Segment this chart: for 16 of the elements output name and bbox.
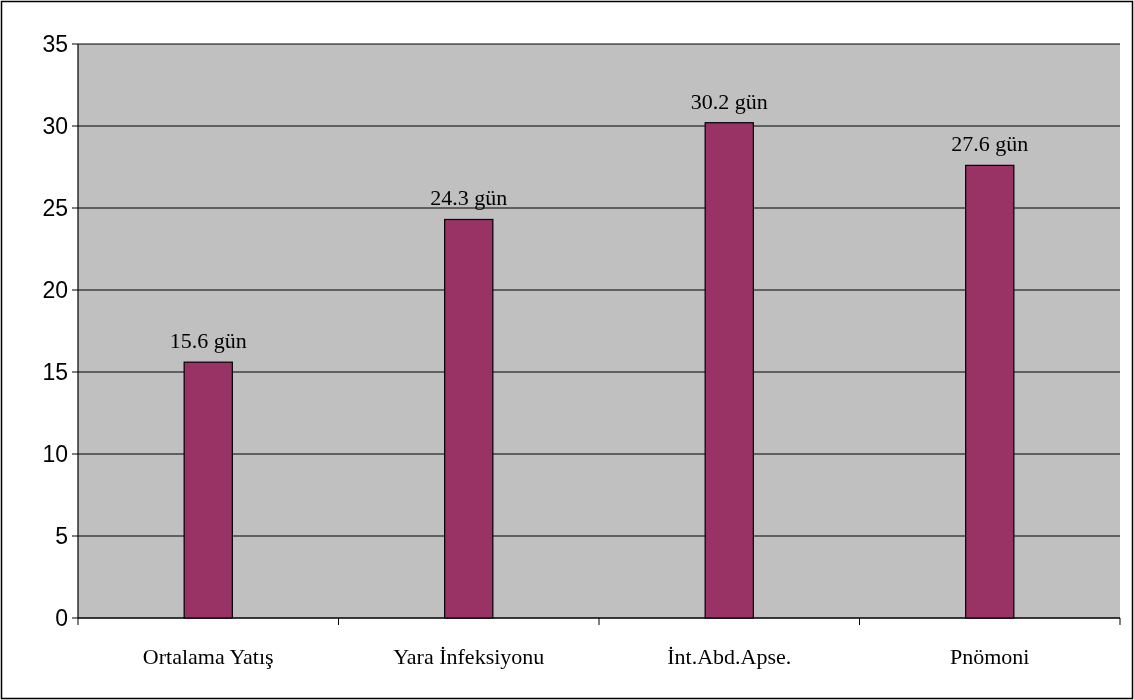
x-tick-label: Pnömoni xyxy=(950,644,1030,669)
y-tick-label: 30 xyxy=(42,113,68,140)
x-tick-label: Ortalama Yatış xyxy=(142,644,274,669)
y-tick-label: 5 xyxy=(55,523,68,550)
x-tick-label: Yara İnfeksiyonu xyxy=(393,644,545,669)
x-tick-label: İnt.Abd.Apse. xyxy=(667,644,792,669)
data-label: 27.6 gün xyxy=(951,131,1029,157)
y-tick-label: 25 xyxy=(42,195,68,222)
data-label: 30.2 gün xyxy=(690,88,768,114)
y-tick-label: 10 xyxy=(42,441,68,468)
y-tick-label: 35 xyxy=(42,31,68,58)
y-tick-label: 0 xyxy=(55,605,68,632)
data-label: 15.6 gün xyxy=(169,328,247,354)
data-label: 24.3 gün xyxy=(430,185,508,211)
y-tick-label: 15 xyxy=(42,359,68,386)
y-tick-label: 20 xyxy=(42,277,68,304)
